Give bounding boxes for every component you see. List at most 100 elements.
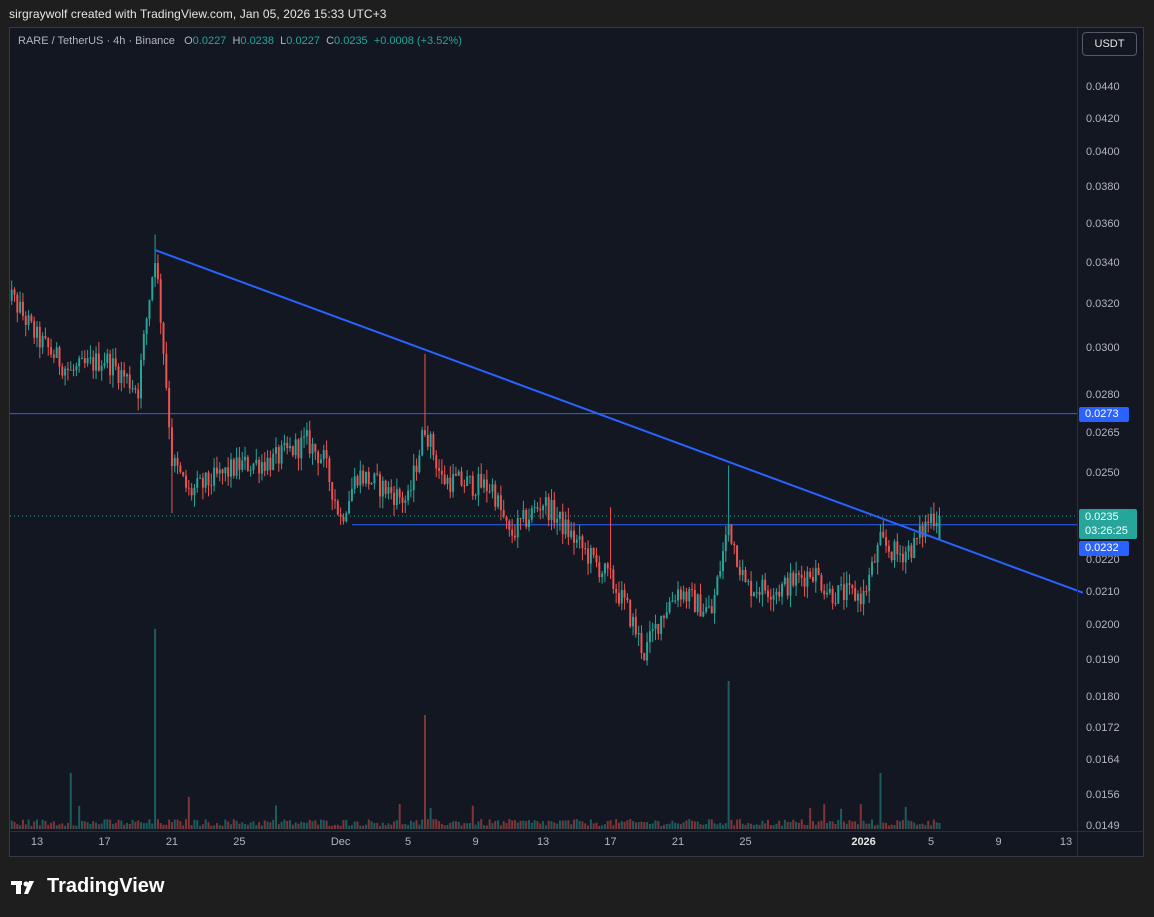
candle	[696, 593, 699, 616]
volume-bar	[792, 819, 795, 829]
candle	[879, 524, 882, 546]
candle	[182, 471, 185, 478]
volume-bar	[30, 825, 33, 829]
time-tick-label: 25	[233, 836, 246, 848]
tradingview-logo[interactable]: TradingView	[11, 875, 164, 898]
candle	[477, 466, 480, 507]
candle	[151, 276, 154, 302]
volume-bar	[179, 821, 182, 829]
volume-bar	[300, 821, 303, 829]
volume-bar	[809, 808, 812, 829]
candle	[52, 349, 55, 364]
candle	[544, 491, 547, 515]
volume-bar	[452, 821, 455, 829]
volume-bar	[876, 824, 879, 829]
volume-bar	[460, 825, 463, 829]
candle	[61, 363, 64, 380]
candle	[932, 502, 935, 531]
candle	[13, 287, 16, 302]
candle	[935, 511, 938, 534]
volume-bar	[325, 820, 328, 829]
volume-bar	[230, 824, 232, 829]
open-value: 0.0227	[192, 35, 227, 47]
candle	[598, 555, 601, 583]
descending-trendline	[154, 249, 1084, 594]
volume-bar	[778, 820, 781, 829]
price-tick-label: 0.0190	[1086, 653, 1120, 666]
price-tick-label: 0.0340	[1086, 256, 1120, 269]
time-tick-label: 13	[536, 836, 550, 848]
volume-bar	[662, 824, 665, 829]
volume-bar	[564, 820, 567, 829]
volume-bar	[758, 825, 761, 829]
volume-bar	[263, 820, 266, 829]
high-label: H	[232, 35, 241, 47]
volume-bar	[109, 819, 112, 829]
candle	[741, 559, 744, 582]
open-label: O	[184, 35, 193, 47]
volume-bar	[204, 819, 207, 829]
candle	[27, 310, 30, 331]
candle	[398, 487, 401, 505]
volume-bar	[370, 821, 373, 829]
currency-button[interactable]: USDT	[1082, 32, 1137, 56]
candle	[665, 602, 668, 620]
volume-bar	[348, 825, 351, 829]
candle	[8, 266, 10, 309]
volume-bar	[606, 820, 609, 829]
volume-bar	[932, 819, 935, 829]
candle	[440, 459, 443, 484]
candle	[719, 560, 722, 579]
volume-bar	[831, 821, 834, 829]
candle	[778, 584, 781, 602]
volume-bar	[677, 823, 680, 829]
candle	[359, 460, 362, 494]
volume-bar	[249, 822, 252, 829]
time-tick-label: Dec	[330, 836, 351, 848]
volume-bar	[227, 821, 230, 829]
time-tick-label: 2026	[851, 836, 876, 848]
volume-bar	[682, 822, 685, 829]
candle	[452, 463, 455, 498]
volume-bar	[913, 822, 916, 829]
volume-bar	[862, 820, 865, 829]
candle	[283, 434, 286, 452]
price-tick-label: 0.0200	[1086, 619, 1120, 631]
volume-bar	[533, 820, 536, 829]
volume-bar	[657, 821, 660, 829]
candle	[924, 515, 927, 544]
volume-bar	[241, 822, 244, 829]
volume-bar	[513, 819, 516, 829]
time-tick-label: 5	[405, 836, 412, 848]
candle	[648, 620, 651, 654]
candle	[910, 543, 913, 563]
candle	[474, 493, 477, 500]
volume-bar	[190, 824, 193, 829]
volume-bar	[525, 821, 528, 829]
candle	[429, 431, 432, 459]
volume-bar	[294, 822, 297, 829]
volume-bar	[674, 822, 677, 829]
bar-countdown: 03:26:25	[1085, 525, 1128, 537]
price-tick-label: 0.0420	[1086, 112, 1120, 125]
candle	[69, 361, 72, 371]
volume-bar	[840, 808, 843, 829]
candle	[840, 576, 843, 591]
volume-bar	[154, 629, 157, 829]
candle	[134, 385, 137, 394]
candle	[837, 585, 840, 605]
volume-bar	[311, 821, 314, 829]
candle	[168, 380, 171, 440]
price-axis-divider	[1077, 28, 1078, 856]
volume-bar	[544, 825, 547, 829]
candle	[693, 583, 696, 613]
candle	[241, 451, 244, 473]
candle	[547, 493, 550, 527]
volume-bar	[845, 823, 848, 829]
candle	[291, 445, 294, 458]
volume-bar	[693, 821, 696, 829]
close-label: C	[326, 35, 335, 47]
volume-bar	[345, 819, 348, 829]
candle	[921, 521, 924, 548]
